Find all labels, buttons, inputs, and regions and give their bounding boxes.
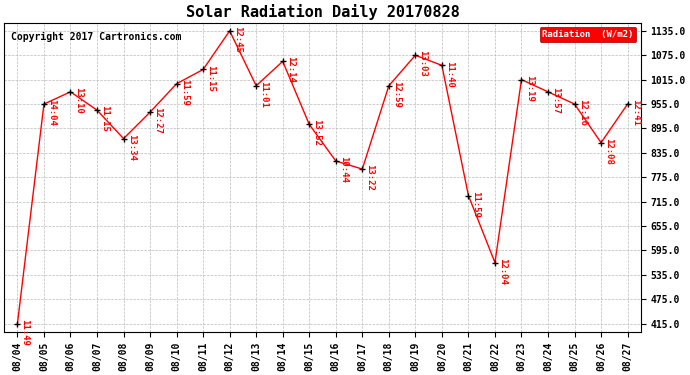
Text: 11:59: 11:59	[471, 190, 481, 217]
Text: 12:45: 12:45	[233, 26, 242, 53]
Text: 13:19: 13:19	[524, 75, 533, 102]
Text: 11:15: 11:15	[206, 64, 215, 92]
Text: 13:34: 13:34	[127, 134, 136, 160]
Text: 14:04: 14:04	[47, 99, 56, 126]
Legend: Radiation  (W/m2): Radiation (W/m2)	[540, 27, 636, 42]
Text: 12:16: 12:16	[578, 99, 586, 126]
Title: Solar Radiation Daily 20170828: Solar Radiation Daily 20170828	[186, 4, 460, 20]
Text: 13:22: 13:22	[366, 164, 375, 191]
Text: 13:57: 13:57	[551, 87, 560, 114]
Text: 13:10: 13:10	[74, 87, 83, 114]
Text: 12:59: 12:59	[392, 81, 401, 108]
Text: 11:15: 11:15	[100, 105, 109, 132]
Text: 10:44: 10:44	[339, 156, 348, 183]
Text: 11:59: 11:59	[180, 79, 189, 106]
Text: 11:49: 11:49	[21, 319, 30, 346]
Text: 13:03: 13:03	[419, 50, 428, 77]
Text: 12:27: 12:27	[153, 107, 162, 134]
Text: 12:04: 12:04	[498, 258, 507, 285]
Text: 12:14: 12:14	[286, 57, 295, 83]
Text: 11:40: 11:40	[445, 60, 454, 87]
Text: 13:52: 13:52	[313, 120, 322, 146]
Text: 12:41: 12:41	[631, 99, 640, 126]
Text: 11:01: 11:01	[259, 81, 268, 108]
Text: Copyright 2017 Cartronics.com: Copyright 2017 Cartronics.com	[10, 32, 181, 42]
Text: 12:08: 12:08	[604, 138, 613, 165]
